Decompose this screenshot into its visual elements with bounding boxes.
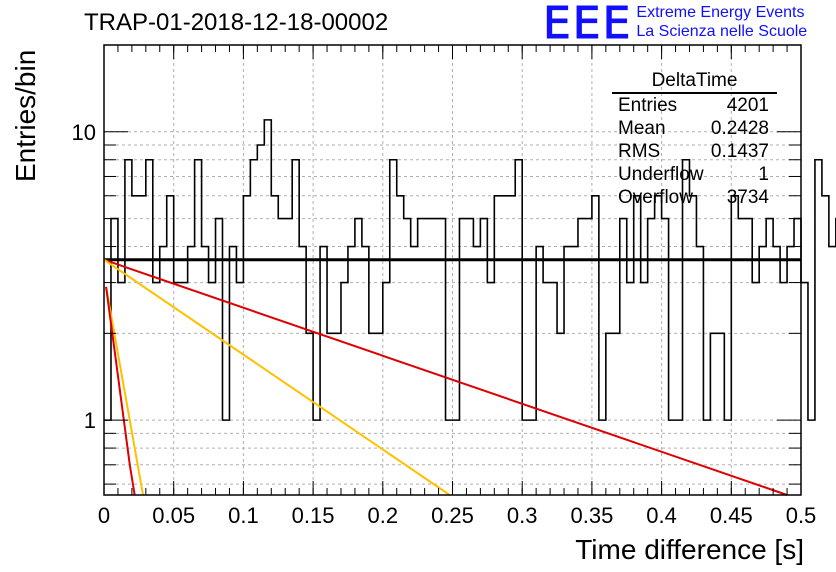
eee-logo: EEE Extreme Energy Events La Scienza nel…: [542, 0, 807, 49]
x-tick-label: 0.35: [570, 503, 613, 528]
stats-row: Entries 4201: [612, 94, 777, 117]
x-tick-label: 0.2: [368, 503, 399, 528]
logo-text: Extreme Energy Events La Scienza nelle S…: [636, 2, 807, 41]
x-tick-label: 0.25: [431, 503, 474, 528]
stats-label: Mean: [618, 118, 666, 139]
logo-line-1: Extreme Energy Events: [636, 4, 805, 21]
stats-value: 4201: [726, 95, 769, 116]
stats-value: 0.2428: [710, 118, 769, 139]
y-axis-label: Entries/bin: [10, 49, 41, 182]
fit-lines: [103, 258, 801, 496]
fit-line: [103, 258, 788, 496]
logo-mark: EEE: [542, 0, 633, 49]
x-tick-label: 0.1: [228, 503, 259, 528]
histogram: [104, 119, 836, 421]
x-tick-label: 0: [98, 503, 110, 528]
fit-line: [105, 286, 145, 496]
stats-title: DeltaTime: [612, 70, 777, 94]
x-axis-label: Time difference [s]: [575, 534, 804, 565]
y-axis: 1 10: [72, 44, 801, 485]
stats-row: RMS 0.1437: [612, 140, 777, 163]
stats-value: 1: [758, 164, 769, 185]
histogram-outline: [104, 119, 836, 421]
stats-value: 0.1437: [710, 141, 769, 162]
logo-line-2: La Scienza nelle Scuole: [636, 23, 808, 40]
x-tick-label: 0.5: [786, 503, 817, 528]
x-tick-label: 0.45: [710, 503, 753, 528]
fit-line: [103, 258, 451, 496]
grid: [104, 44, 801, 495]
stats-rows: Entries 4201 Mean 0.2428 RMS 0.1437 Underflow 1…: [612, 94, 777, 209]
x-tick-label: 0.05: [152, 503, 195, 528]
stats-label: Underflow: [618, 164, 704, 185]
stats-label: Entries: [618, 95, 678, 116]
x-tick-label: 0.3: [507, 503, 538, 528]
x-tick-label: 0.15: [292, 503, 335, 528]
x-tick-label: 0.4: [646, 503, 677, 528]
y-tick-label: 1: [84, 408, 96, 433]
fit-line: [105, 286, 136, 496]
x-axis: 0 0.05 0.1 0.15 0.2 0.25 0.3 0.35 0.4 0.45 0.5: [98, 45, 816, 528]
stats-label: RMS: [618, 141, 661, 162]
y-tick-label: 10: [72, 120, 96, 145]
stats-row: Overflow 3734: [612, 186, 777, 209]
stats-label: Overflow: [618, 187, 693, 208]
chart-title: TRAP-01-2018-12-18-00002: [84, 9, 389, 36]
stats-row: Underflow 1: [612, 163, 777, 186]
stats-value: 3734: [726, 187, 769, 208]
stats-row: Mean 0.2428: [612, 117, 777, 140]
stats-box: DeltaTime Entries 4201 Mean 0.2428 RMS 0.1437…: [612, 70, 777, 209]
